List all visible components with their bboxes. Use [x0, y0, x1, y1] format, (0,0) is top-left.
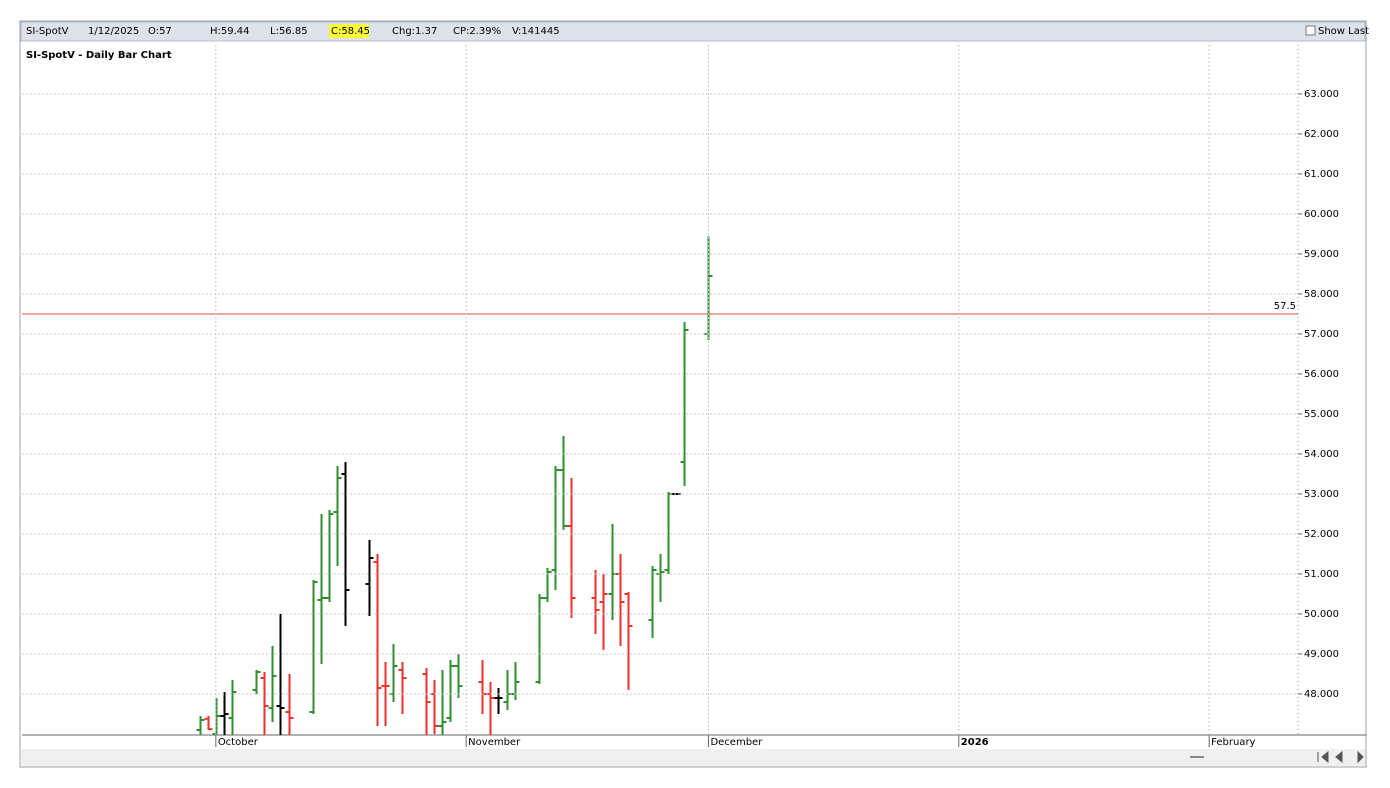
date: 1/12/2025	[88, 26, 139, 37]
close: C:58.45	[331, 26, 370, 37]
y-tick-label: 49.000	[1304, 649, 1339, 660]
y-tick-label: 48.000	[1304, 689, 1339, 700]
volume: V:141445	[512, 26, 560, 37]
x-tick-label: 2026	[961, 737, 989, 748]
scroll-area	[21, 749, 1365, 766]
x-tick-label: November	[468, 737, 521, 748]
y-tick-label: 52.000	[1304, 529, 1339, 540]
x-tick-label: December	[710, 737, 763, 748]
x-tick-label: October	[218, 737, 259, 748]
y-tick-label: 63.000	[1304, 89, 1339, 100]
frame	[19, 20, 1367, 768]
y-tick-label: 58.000	[1304, 289, 1339, 300]
y-tick-label: 61.000	[1304, 169, 1339, 180]
y-tick-label: 59.000	[1304, 249, 1339, 260]
x-tick-label: February	[1211, 737, 1255, 748]
open: O:57	[148, 26, 172, 37]
y-tick-label: 60.000	[1304, 209, 1339, 220]
show-last-label[interactable]: Show Last	[1318, 26, 1369, 37]
symbol: SI-SpotV	[26, 26, 69, 37]
y-tick-label: 51.000	[1304, 569, 1339, 580]
y-tick-label: 57.000	[1304, 329, 1339, 340]
high: H:59.44	[210, 26, 250, 37]
change: Chg:1.37	[392, 26, 437, 37]
level-label: 57.5	[1274, 301, 1296, 312]
low: L:56.85	[270, 26, 308, 37]
chart-title: SI-SpotV - Daily Bar Chart	[26, 50, 172, 61]
y-tick-label: 50.000	[1304, 609, 1339, 620]
y-tick-label: 53.000	[1304, 489, 1339, 500]
show-last-checkbox[interactable]	[1305, 25, 1316, 36]
change-pct: CP:2.39%	[453, 26, 501, 37]
y-tick-label: 55.000	[1304, 409, 1339, 420]
plot	[22, 236, 1298, 735]
y-tick-label: 62.000	[1304, 129, 1339, 140]
close-highlight	[329, 24, 369, 38]
nav-buttons[interactable]	[1317, 750, 1364, 764]
y-tick-label: 54.000	[1304, 449, 1339, 460]
y-tick-label: 56.000	[1304, 369, 1339, 380]
